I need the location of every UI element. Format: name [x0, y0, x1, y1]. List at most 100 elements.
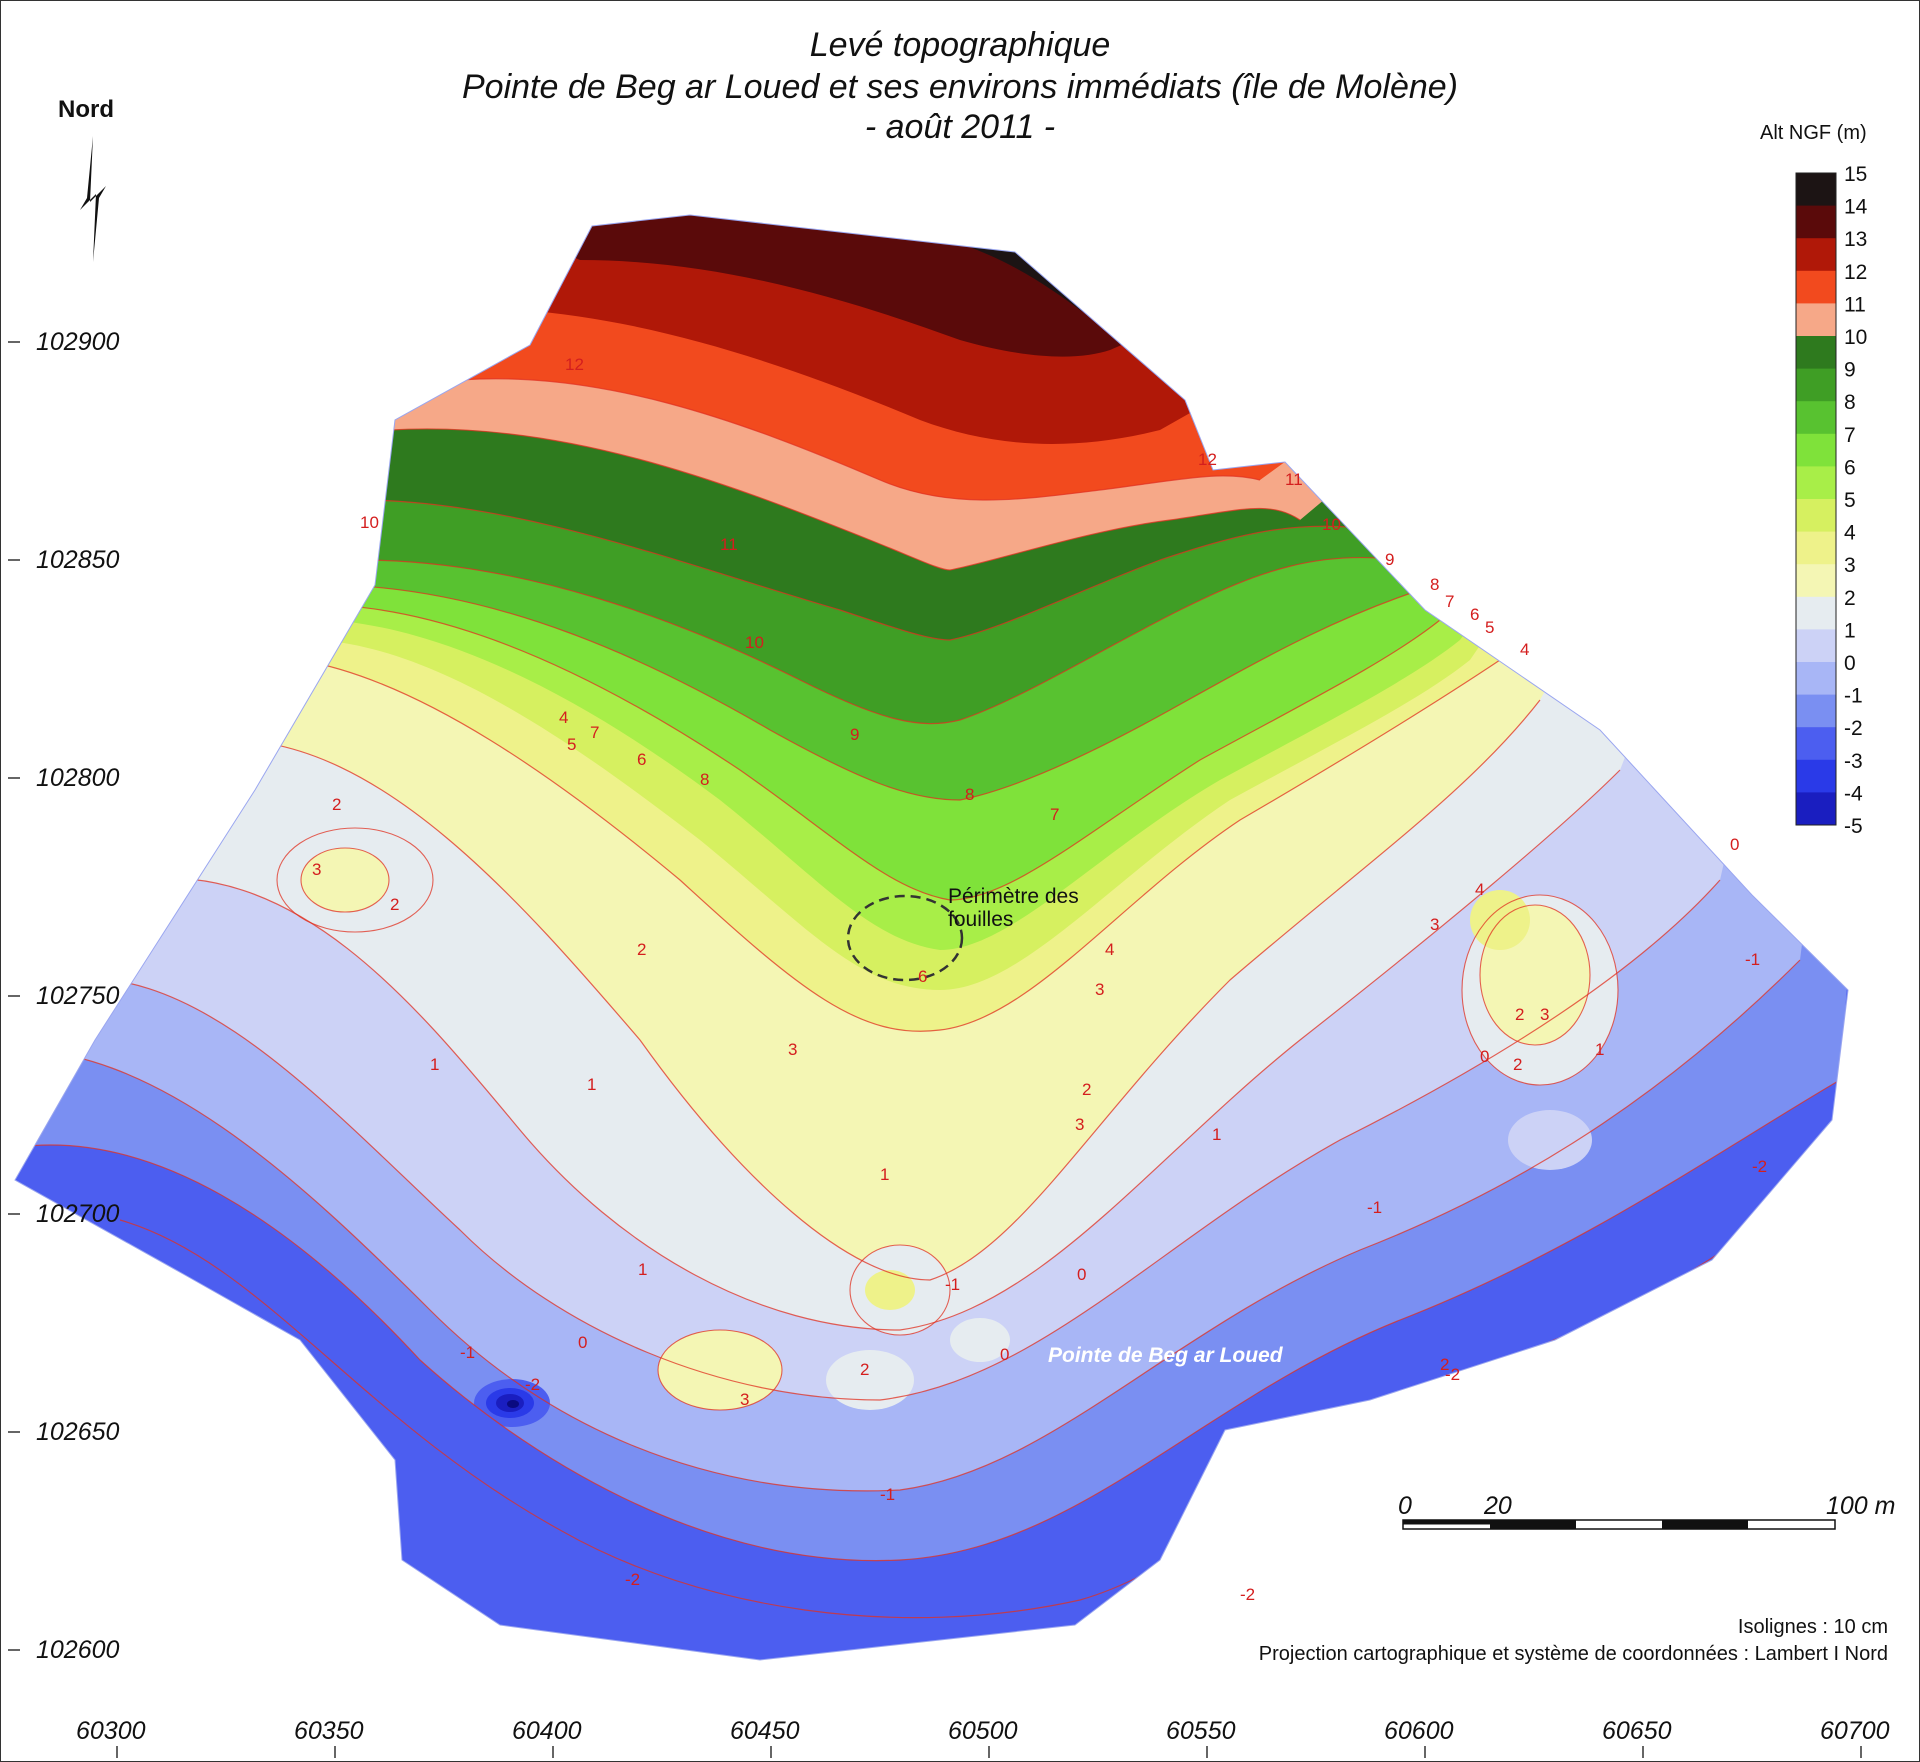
legend-label: 5 — [1844, 489, 1856, 512]
contour-label: 1 — [430, 1055, 439, 1074]
legend-swatch — [1796, 792, 1836, 826]
contour-label: 3 — [788, 1040, 797, 1059]
elevation-band — [15, 215, 1848, 444]
legend-label: 9 — [1844, 359, 1856, 382]
elevation-feature — [301, 848, 389, 912]
isoline — [59, 879, 1721, 1401]
axis-ticks — [8, 341, 1862, 1758]
contour-label: -2 — [1445, 1365, 1460, 1384]
x-tick-60650: 60650 — [1602, 1717, 1672, 1745]
legend-swatch — [1796, 531, 1836, 565]
contour-label: 1 — [638, 1260, 647, 1279]
contour-label: 6 — [1470, 605, 1479, 624]
legend-label: -2 — [1844, 717, 1863, 740]
map-title-line1: Levé topographique — [809, 26, 1111, 64]
elevation-feature — [1508, 1110, 1592, 1170]
contour-label: 4 — [559, 708, 568, 727]
legend-label: 4 — [1844, 522, 1856, 545]
legend-swatch — [1796, 727, 1836, 761]
contour-label: 1 — [880, 1165, 889, 1184]
contour-label: 10 — [745, 633, 764, 652]
contour-label: 11 — [720, 535, 738, 554]
contour-label: -1 — [1367, 1198, 1382, 1217]
contour-label: -2 — [1240, 1585, 1255, 1604]
scale-bar: 0 20 100 m — [1398, 1492, 1895, 1530]
legend-swatch — [1796, 270, 1836, 304]
x-tick-60300: 60300 — [76, 1717, 146, 1745]
perimeter-label-line2: fouilles — [948, 908, 1013, 931]
x-tick-60500: 60500 — [948, 1717, 1018, 1745]
legend-swatch — [1796, 173, 1836, 207]
elevation-feature — [507, 1400, 519, 1408]
isoline — [229, 699, 1541, 1281]
contour-label-layer: 1212111110101099888777666554444333333322… — [312, 355, 1767, 1604]
scale-label-100: 100 m — [1826, 1492, 1895, 1520]
legend-swatch — [1796, 303, 1836, 337]
contour-label: 5 — [567, 735, 576, 754]
isoline — [359, 556, 1401, 725]
isoline — [657, 1329, 783, 1411]
contour-label: 7 — [1445, 592, 1454, 611]
legend-label: 14 — [1844, 196, 1868, 219]
excavation-perimeter — [846, 894, 964, 982]
contour-label: 7 — [590, 723, 599, 742]
legend-label: 10 — [1844, 326, 1867, 349]
isoline — [299, 659, 1501, 1032]
legend-swatch — [1796, 759, 1836, 793]
contour-label: 0 — [1730, 835, 1739, 854]
survey-outline — [14, 214, 1849, 1661]
contour-label: 2 — [860, 1360, 869, 1379]
contour-label: 6 — [918, 967, 927, 986]
contour-label: 4 — [1520, 640, 1529, 659]
contour-label: 3 — [1430, 915, 1439, 934]
contour-label: 7 — [1050, 805, 1059, 824]
isoline — [300, 847, 390, 913]
contour-label: 2 — [637, 940, 646, 959]
isoline — [329, 604, 1441, 901]
contour-label: -1 — [945, 1275, 960, 1294]
legend-swatch — [1796, 466, 1836, 500]
contour-label: -2 — [525, 1375, 540, 1394]
isoline — [389, 428, 1301, 571]
legend-swatch — [1796, 499, 1836, 533]
contour-label: 5 — [1485, 618, 1494, 637]
legend-label: -3 — [1844, 750, 1863, 773]
map-title-line2: Pointe de Beg ar Loued et ses environs i… — [462, 68, 1458, 106]
legend-swatch — [1796, 596, 1836, 630]
legend-label: 3 — [1844, 554, 1856, 577]
contour-label: 3 — [1540, 1005, 1549, 1024]
contour-label: 0 — [1480, 1047, 1489, 1066]
x-tick-60550: 60550 — [1166, 1717, 1236, 1745]
scale-label-20: 20 — [1483, 1492, 1512, 1520]
y-tick-102900: 102900 — [36, 328, 120, 356]
legend-label: 13 — [1844, 228, 1867, 251]
isoline — [1461, 894, 1619, 1086]
legend-label: 12 — [1844, 261, 1867, 284]
y-tick-102700: 102700 — [36, 1200, 120, 1228]
contour-label: 2 — [1515, 1005, 1524, 1024]
contour-label: 8 — [700, 770, 709, 789]
contour-label: 3 — [312, 860, 321, 879]
isoline — [339, 584, 1421, 801]
legend-swatch — [1796, 205, 1836, 239]
legend-label: -4 — [1844, 782, 1863, 805]
contour-label: 11 — [1285, 470, 1303, 489]
contour-label: 12 — [1198, 450, 1217, 469]
contour-label: -1 — [460, 1343, 475, 1362]
contour-label: 1 — [1212, 1125, 1221, 1144]
legend-label: 8 — [1844, 391, 1856, 414]
isoline — [849, 1244, 951, 1336]
legend-label: 6 — [1844, 456, 1856, 479]
x-tick-60350: 60350 — [294, 1717, 364, 1745]
legend-swatch — [1796, 238, 1836, 272]
legend-label: 0 — [1844, 652, 1856, 675]
contour-label: 9 — [1385, 550, 1394, 569]
elevation-feature — [658, 1330, 782, 1410]
elevation-feature — [826, 1350, 914, 1410]
contour-label: 2 — [1082, 1080, 1091, 1099]
isoline — [139, 769, 1621, 1331]
contour-label: 2 — [332, 795, 341, 814]
legend-swatch — [1796, 694, 1836, 728]
scale-label-0: 0 — [1398, 1492, 1412, 1520]
